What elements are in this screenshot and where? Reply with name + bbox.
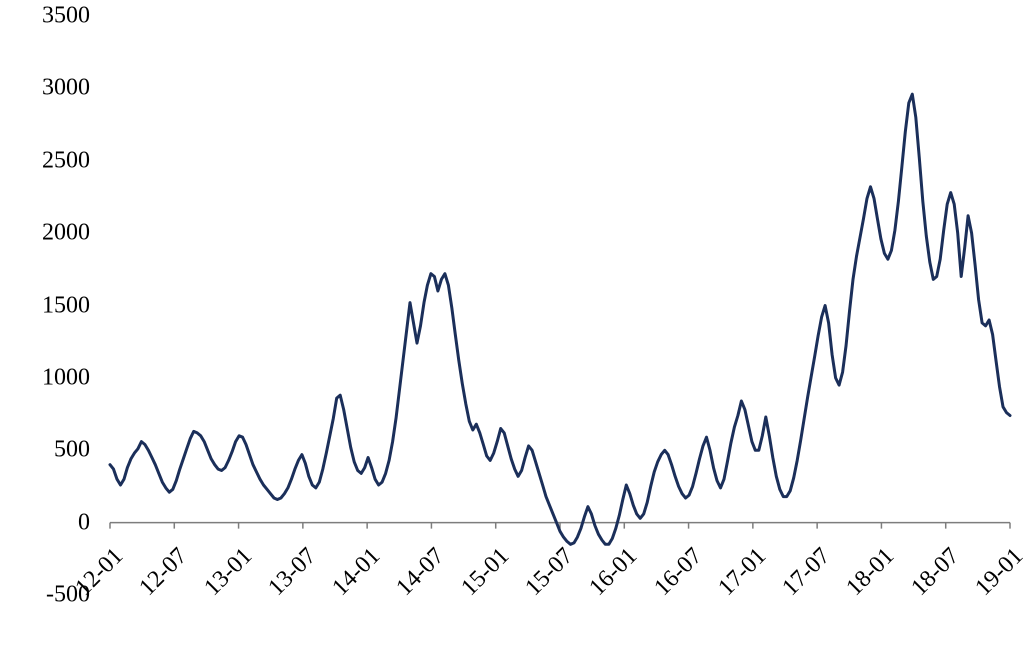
- y-tick-label: 0: [78, 509, 90, 536]
- line-chart: -5000500100015002000250030003500 12-0112…: [0, 0, 1023, 672]
- y-tick-label: 3500: [42, 3, 90, 30]
- y-tick-label: 2500: [42, 147, 90, 174]
- y-tick-label: 3000: [42, 75, 90, 102]
- y-tick-label: 1000: [42, 364, 90, 391]
- y-tick-label: 500: [54, 437, 90, 464]
- data-line: [110, 94, 1010, 544]
- y-tick-label: 2000: [42, 220, 90, 247]
- y-tick-label: 1500: [42, 292, 90, 319]
